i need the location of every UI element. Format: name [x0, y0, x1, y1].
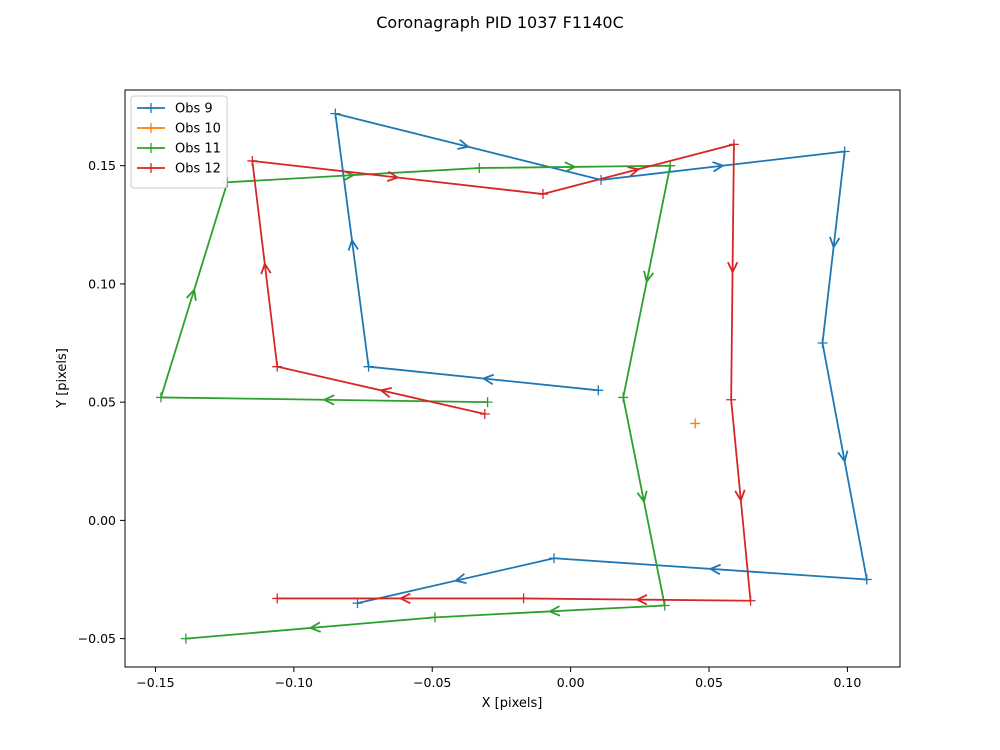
- series-obs-9: [330, 108, 872, 609]
- data-point: [726, 394, 737, 405]
- direction-arrow: [712, 161, 725, 173]
- direction-arrow: [727, 261, 739, 275]
- data-point: [247, 155, 258, 166]
- data-point: [352, 598, 363, 609]
- legend-entry: Obs 11: [137, 142, 221, 157]
- data-point: [728, 139, 739, 150]
- data-point: [474, 163, 485, 174]
- y-tick-label: 0.15: [88, 158, 116, 173]
- legend-marker: [146, 143, 156, 153]
- y-tick-label: 0.05: [88, 395, 116, 410]
- legend-box: [130, 95, 228, 189]
- data-point: [665, 160, 676, 171]
- direction-arrow: [634, 594, 648, 606]
- legend-entry: Obs 10: [137, 122, 221, 137]
- data-point: [330, 108, 341, 119]
- direction-arrow: [260, 261, 272, 275]
- data-point: [363, 361, 374, 372]
- direction-arrow: [308, 621, 322, 633]
- series-obs-10: [690, 418, 701, 429]
- direction-arrow: [708, 563, 721, 576]
- direction-arrow: [636, 490, 648, 504]
- series-line: [334, 112, 868, 605]
- direction-arrow: [564, 161, 577, 173]
- legend-label: Obs 9: [175, 102, 213, 117]
- x-tick-label: −0.15: [136, 675, 174, 690]
- direction-arrow: [547, 605, 561, 617]
- data-point: [549, 553, 560, 564]
- direction-arrow: [829, 236, 841, 250]
- x-tick-label: −0.10: [275, 675, 313, 690]
- y-tick-label: −0.05: [78, 631, 116, 646]
- chart-title: Coronagraph PID 1037 F1140C: [376, 13, 624, 32]
- legend: Obs 9 Obs 10 Obs 11 Obs 12: [130, 95, 228, 189]
- ticks: −0.15 −0.10 −0.05 0.00 0.05 0.10 −0.05 0.00 0.05…: [78, 158, 862, 690]
- data-point: [690, 418, 701, 429]
- data-point: [817, 338, 828, 349]
- data-point: [272, 593, 283, 604]
- direction-arrow: [386, 170, 400, 182]
- series-obs-11: [155, 160, 676, 644]
- direction-arrow: [627, 166, 641, 178]
- legend-marker: [146, 103, 156, 113]
- data-point: [745, 595, 756, 606]
- legend-marker: [146, 163, 156, 173]
- legend-label: Obs 11: [175, 142, 221, 157]
- legend-label: Obs 10: [175, 122, 221, 137]
- direction-arrow: [398, 592, 411, 605]
- direction-arrow: [457, 139, 471, 150]
- y-axis-label: Y [pixels]: [55, 348, 70, 409]
- data-point: [839, 146, 850, 157]
- data-point: [180, 633, 191, 644]
- data-point: [659, 600, 670, 611]
- data-point: [479, 408, 490, 419]
- legend-label: Obs 12: [175, 162, 221, 177]
- data-point: [430, 612, 440, 623]
- data-point: [618, 392, 629, 403]
- data-point: [537, 189, 548, 200]
- x-tick-label: 0.05: [695, 675, 723, 690]
- data-point: [272, 361, 283, 372]
- x-axis-label: X [pixels]: [482, 696, 543, 711]
- y-tick-label: 0.10: [88, 276, 116, 291]
- legend-entry: Obs 12: [137, 162, 221, 177]
- direction-arrow: [453, 573, 467, 585]
- data-point: [155, 392, 166, 403]
- legend-entry: Obs 9: [137, 102, 213, 117]
- direction-arrow: [734, 489, 746, 503]
- series-obs-12: [247, 139, 756, 606]
- data-point: [518, 593, 529, 604]
- axes-frame: [124, 89, 901, 668]
- direction-arrow: [347, 238, 359, 251]
- direction-arrow: [322, 394, 335, 406]
- data-point: [593, 385, 604, 396]
- direction-arrow: [837, 450, 849, 464]
- direction-arrow: [186, 287, 197, 301]
- data-point: [861, 574, 872, 585]
- data-point: [482, 397, 493, 408]
- direction-arrow: [481, 373, 495, 386]
- x-tick-label: 0.10: [833, 675, 861, 690]
- y-tick-label: 0.00: [88, 513, 116, 528]
- direction-arrow: [379, 386, 392, 398]
- x-tick-label: −0.05: [413, 675, 451, 690]
- direction-arrow: [643, 270, 655, 284]
- series-line: [160, 164, 672, 640]
- series-line: [251, 143, 752, 602]
- plot-area: [155, 108, 872, 644]
- legend-marker: [146, 123, 156, 133]
- x-tick-label: 0.00: [557, 675, 585, 690]
